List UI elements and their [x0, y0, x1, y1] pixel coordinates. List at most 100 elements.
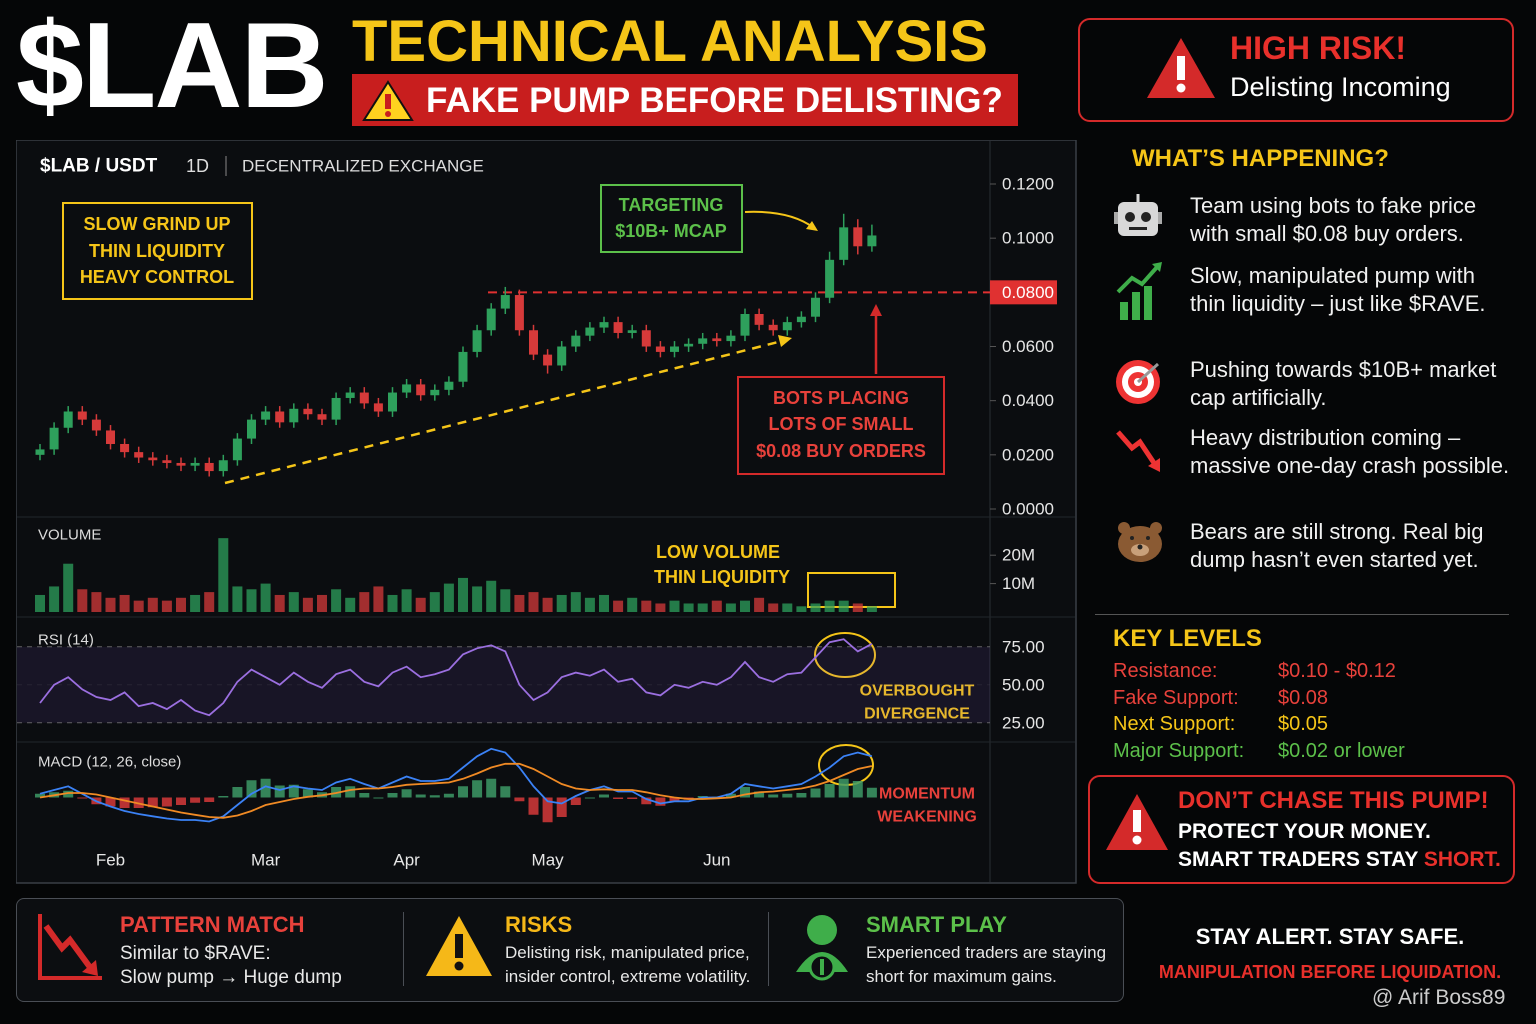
- panel-label: VOLUME: [38, 527, 101, 544]
- candle-body: [655, 346, 665, 352]
- x-tick-label: Jun: [703, 851, 730, 870]
- candle-body: [402, 384, 412, 393]
- y-tick-label: 50.00: [1002, 675, 1045, 694]
- volume-bar: [133, 600, 144, 612]
- annotation: SLOW GRIND UP: [84, 214, 231, 234]
- volume-bar: [866, 606, 877, 612]
- candle-body: [35, 449, 45, 455]
- macd-histogram-bar: [599, 794, 609, 798]
- macd-histogram-bar: [105, 797, 116, 807]
- volume-bar: [317, 594, 327, 612]
- macd-histogram-bar: [542, 797, 553, 823]
- warning-icon: [362, 80, 414, 121]
- macd-histogram-bar: [810, 788, 821, 798]
- volume-bar: [641, 600, 652, 612]
- volume-bar: [669, 600, 680, 612]
- annotation: DIVERGENCE: [864, 706, 970, 723]
- candle-body: [641, 330, 651, 347]
- card-line: Experienced traders are staying: [866, 943, 1107, 962]
- candle-body: [529, 330, 538, 355]
- macd-histogram-bar: [63, 790, 74, 798]
- alert-icon: [1147, 38, 1215, 98]
- rsi-band: [17, 646, 990, 723]
- candle-body: [768, 324, 778, 331]
- main-title: TECHNICAL ANALYSIS: [352, 9, 988, 74]
- warning-text: SMART TRADERS STAY: [1178, 848, 1418, 871]
- alert-text: Delisting Incoming: [1230, 72, 1451, 102]
- y-tick-label: 0.1000: [1002, 229, 1054, 248]
- macd-histogram-bar: [570, 797, 581, 805]
- candle-body: [543, 354, 553, 366]
- volume-bar: [584, 597, 595, 612]
- volume-bar: [176, 597, 186, 612]
- candle-body: [599, 322, 609, 328]
- x-tick-label: Feb: [96, 851, 125, 870]
- candle-body: [486, 308, 496, 331]
- candle-body: [754, 314, 764, 325]
- y-tick-label: 0.1200: [1002, 175, 1054, 194]
- macd-histogram-bar: [754, 791, 765, 798]
- volume-bar: [161, 600, 172, 612]
- happening-icons: [1114, 194, 1162, 562]
- macd-histogram-bar: [147, 797, 158, 808]
- candle-body: [303, 408, 313, 415]
- chart-group: $LAB / USDT 1D DECENTRALIZED EXCHANGE SL…: [16, 140, 1077, 884]
- volume-bar: [472, 586, 483, 612]
- volume-bar: [204, 592, 215, 612]
- candle-body: [388, 392, 397, 412]
- volume-bar: [528, 592, 539, 612]
- volume-bar: [49, 586, 60, 612]
- rsi-line: [39, 638, 873, 717]
- candle-body: [416, 384, 426, 396]
- volume-bar: [302, 597, 313, 612]
- volume-bar: [119, 594, 130, 612]
- candle-body: [204, 462, 214, 472]
- volume-bar: [711, 600, 722, 612]
- macd-histogram-bar: [584, 797, 595, 799]
- x-tick-label: Apr: [393, 851, 420, 870]
- candle-body: [91, 419, 101, 431]
- annotation-circle: [814, 632, 876, 678]
- volume-bar: [218, 538, 229, 612]
- macd-histogram-bar: [345, 786, 356, 798]
- candle-body: [557, 346, 567, 366]
- annotation: BOTS PLACING: [773, 388, 909, 408]
- annotation: LOTS OF SMALL: [769, 414, 914, 434]
- candle-body: [430, 389, 440, 396]
- volume-bar: [486, 580, 497, 612]
- candle-body: [514, 295, 524, 331]
- volume-bar: [35, 594, 45, 612]
- macd-histogram-bar: [373, 797, 384, 799]
- divider: [403, 912, 404, 986]
- macd-histogram-bar: [669, 797, 680, 802]
- arrowhead: [778, 335, 792, 347]
- volume-bar: [796, 606, 807, 612]
- card-title: PATTERN MATCH: [120, 912, 305, 937]
- tagline: MANIPULATION BEFORE LIQUIDATION.: [1158, 962, 1502, 982]
- volume-bar: [725, 603, 736, 612]
- candle-body: [190, 462, 200, 466]
- divider: [768, 912, 769, 986]
- volume-bar: [768, 603, 779, 612]
- annotation-box: [62, 202, 253, 300]
- macd-histogram-bar: [866, 787, 877, 798]
- ticker: $LAB: [16, 0, 329, 133]
- macd-histogram-bar: [782, 793, 793, 798]
- alert-box: [1078, 18, 1514, 122]
- panel-label: RSI (14): [38, 632, 94, 649]
- macd-histogram-bar: [232, 787, 243, 798]
- macd-histogram-bar: [796, 793, 807, 798]
- volume-bar: [91, 592, 102, 612]
- candle-body: [458, 351, 468, 382]
- volume-bar: [246, 589, 257, 612]
- macd-histogram-bar: [852, 781, 863, 798]
- candle-body: [373, 403, 383, 412]
- subtitle: FAKE PUMP BEFORE DELISTING?: [426, 81, 1003, 120]
- credit: @ Arif Boss89: [1372, 986, 1506, 1009]
- volume-bar: [599, 594, 609, 612]
- volume-bar: [274, 594, 285, 612]
- annotation: HEAVY CONTROL: [80, 267, 234, 287]
- candle-body: [684, 343, 694, 347]
- volume-bar: [63, 563, 74, 612]
- macd-histogram-bar: [288, 784, 299, 798]
